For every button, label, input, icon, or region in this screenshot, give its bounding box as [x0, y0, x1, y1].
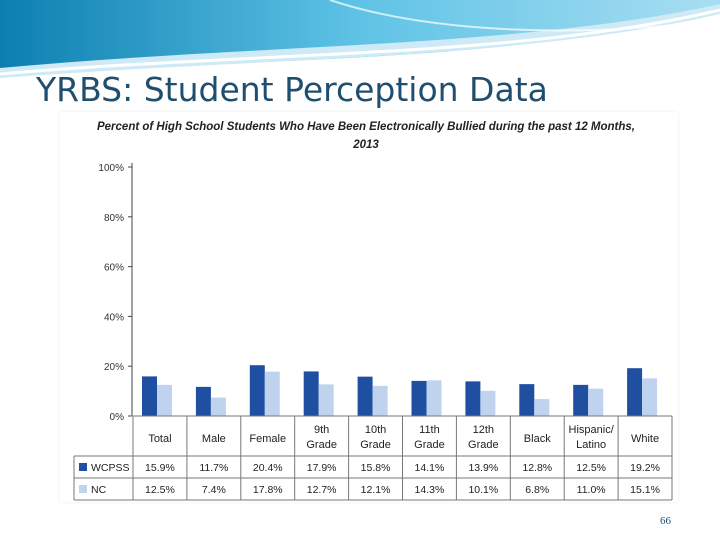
- page-number: 66: [660, 515, 671, 527]
- bar-nc-8: [588, 388, 604, 416]
- bar-wcpss-2: [249, 365, 265, 416]
- category-label: Male: [202, 433, 226, 445]
- category-label: 9th: [314, 424, 329, 436]
- bar-nc-3: [318, 384, 334, 416]
- category-label: Total: [148, 433, 171, 445]
- data-label-wcpss: 12.8%: [522, 462, 552, 474]
- data-label-nc: 12.1%: [361, 484, 391, 496]
- category-label: White: [631, 433, 659, 445]
- bar-wcpss-9: [627, 368, 643, 416]
- legend-label-wcpss: WCPSS: [91, 462, 130, 474]
- data-label-nc: 12.7%: [307, 484, 337, 496]
- data-label-wcpss: 17.9%: [307, 462, 337, 474]
- legend-swatch-nc: [79, 485, 87, 493]
- bar-nc-7: [534, 399, 550, 416]
- category-label: Grade: [414, 439, 445, 451]
- data-label-wcpss: 19.2%: [630, 462, 660, 474]
- legend-label-nc: NC: [91, 484, 107, 496]
- data-label-nc: 6.8%: [525, 484, 549, 496]
- bar-nc-1: [210, 397, 226, 416]
- category-label: Female: [249, 433, 286, 445]
- bar-wcpss-8: [573, 384, 589, 416]
- chart-panel: [60, 112, 678, 502]
- y-tick-label: 60%: [104, 263, 124, 274]
- data-label-wcpss: 15.8%: [361, 462, 391, 474]
- bar-nc-4: [372, 385, 388, 416]
- category-label: Black: [524, 433, 551, 445]
- data-label-wcpss: 11.7%: [199, 462, 228, 474]
- header-swoosh-decoration: [0, 0, 720, 81]
- category-label: Latino: [576, 439, 606, 451]
- category-label: 12th: [473, 424, 494, 436]
- bar-wcpss-6: [465, 381, 481, 416]
- bar-wcpss-3: [303, 371, 319, 416]
- y-tick-label: 0%: [110, 412, 125, 423]
- bar-chart: Percent of High School Students Who Have…: [73, 121, 673, 501]
- data-label-nc: 11.0%: [577, 484, 606, 496]
- chart-title-line-1: Percent of High School Students Who Have…: [97, 121, 635, 133]
- category-label: 11th: [419, 424, 440, 436]
- data-label-nc: 14.3%: [415, 484, 445, 496]
- chart-title-line-2: 2013: [352, 139, 379, 151]
- bar-wcpss-1: [195, 386, 211, 416]
- bar-nc-5: [426, 380, 442, 416]
- data-label-nc: 10.1%: [468, 484, 498, 496]
- data-label-nc: 15.1%: [630, 484, 660, 496]
- data-label-nc: 17.8%: [253, 484, 283, 496]
- data-label-wcpss: 14.1%: [415, 462, 445, 474]
- data-label-nc: 7.4%: [202, 484, 226, 496]
- bar-nc-0: [157, 384, 172, 416]
- data-label-nc: 12.5%: [145, 484, 175, 496]
- category-label: Grade: [468, 439, 499, 451]
- y-tick-label: 80%: [104, 213, 124, 224]
- bar-nc-2: [264, 371, 280, 416]
- bar-wcpss-7: [519, 384, 535, 416]
- y-tick-label: 100%: [98, 163, 124, 174]
- y-tick-label: 20%: [104, 362, 124, 373]
- category-label: Hispanic/: [569, 424, 615, 436]
- category-label: 10th: [365, 424, 386, 436]
- bar-nc-9: [642, 378, 658, 416]
- data-label-wcpss: 15.9%: [145, 462, 175, 474]
- slide-title: YRBS: Student Perception Data: [36, 70, 548, 109]
- bar-wcpss-4: [357, 376, 373, 416]
- y-tick-label: 40%: [104, 312, 124, 323]
- bar-nc-6: [480, 390, 496, 416]
- data-label-wcpss: 13.9%: [468, 462, 498, 474]
- category-label: Grade: [306, 439, 337, 451]
- data-label-wcpss: 12.5%: [576, 462, 606, 474]
- bar-wcpss-5: [411, 380, 427, 416]
- category-label: Grade: [360, 439, 391, 451]
- legend-swatch-wcpss: [79, 463, 87, 471]
- bar-wcpss-0: [142, 376, 157, 416]
- data-label-wcpss: 20.4%: [253, 462, 283, 474]
